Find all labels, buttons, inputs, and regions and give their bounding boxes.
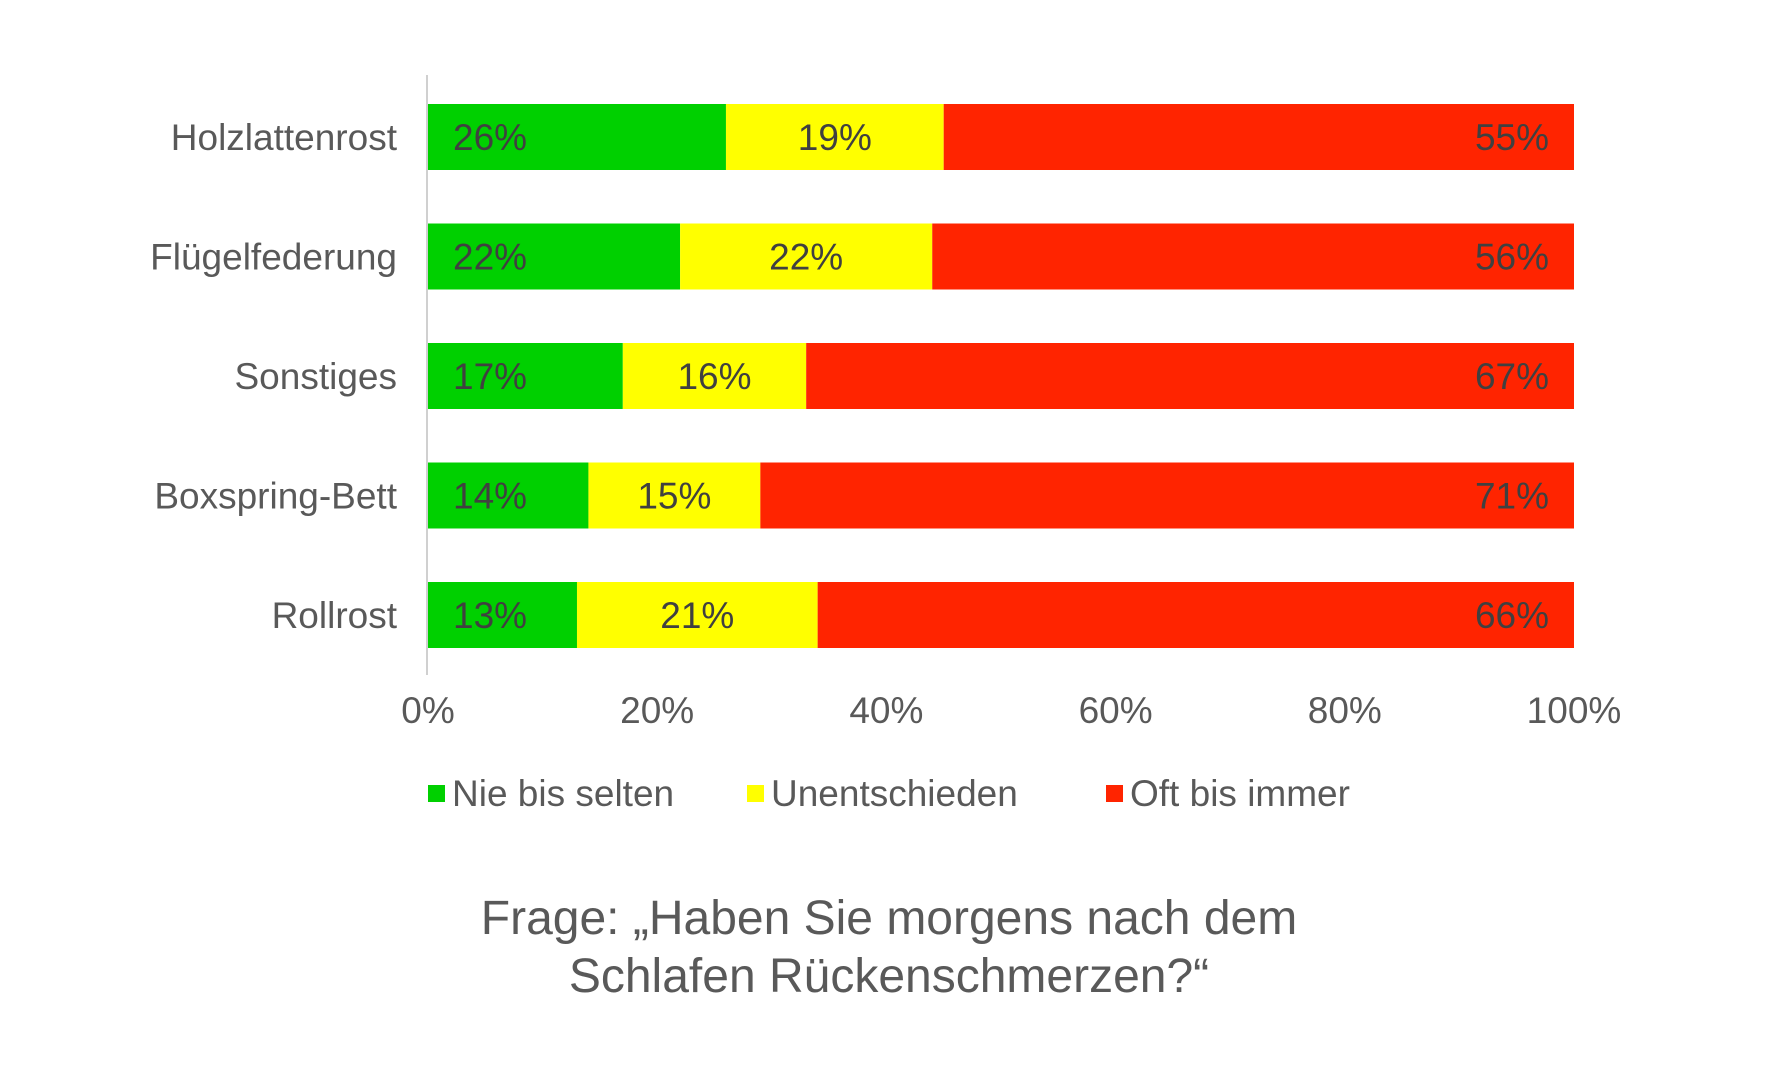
bar-segment (428, 104, 726, 170)
x-tick-label: 100% (1527, 690, 1622, 731)
bar-segment (588, 462, 761, 529)
category-label: Rollrost (272, 595, 398, 636)
bar-segment (680, 223, 933, 290)
x-tick-label: 80% (1308, 690, 1382, 731)
x-tick-label: 0% (401, 690, 454, 731)
data-label: 13% (453, 595, 527, 636)
legend-label: Oft bis immer (1130, 773, 1350, 814)
data-label: 22% (453, 237, 527, 278)
x-tick-label: 40% (849, 690, 923, 731)
data-label: 14% (453, 476, 527, 517)
bar-segment (428, 462, 589, 529)
data-label: 55% (1475, 117, 1549, 158)
data-label: 17% (453, 356, 527, 397)
data-label: 19% (798, 117, 872, 158)
category-label: Holzlattenrost (171, 117, 398, 158)
category-label: Boxspring-Bett (154, 476, 397, 517)
x-tick-label: 20% (620, 690, 694, 731)
caption-line-2: Schlafen Rückenschmerzen?“ (568, 950, 1210, 1003)
bar-segment (622, 343, 807, 409)
data-label: 66% (1475, 595, 1549, 636)
data-label: 21% (660, 595, 734, 636)
legend-swatch (428, 785, 445, 802)
data-label: 26% (453, 117, 527, 158)
legend-label: Unentschieden (771, 773, 1018, 814)
data-label: 15% (637, 476, 711, 517)
legend-swatch (747, 785, 764, 802)
question-caption: Frage: „Haben Sie morgens nach dem Schla… (0, 890, 1778, 1006)
bar-segment (932, 223, 1574, 290)
data-label: 22% (769, 237, 843, 278)
bar-segment (725, 104, 944, 170)
data-label: 71% (1475, 476, 1549, 517)
caption-line-1: Frage: „Haben Sie morgens nach dem (480, 892, 1298, 945)
bar-segment (817, 582, 1574, 648)
legend-label: Nie bis selten (452, 773, 674, 814)
category-label: Flügelfederung (150, 237, 397, 278)
bar-segment (576, 582, 818, 648)
category-label: Sonstiges (235, 356, 398, 397)
data-label: 56% (1475, 237, 1549, 278)
bar-segment (943, 104, 1574, 170)
legend-swatch (1106, 785, 1123, 802)
x-tick-label: 60% (1079, 690, 1153, 731)
bar-segment (428, 223, 681, 290)
bar-segment (428, 343, 623, 409)
data-label: 16% (677, 356, 751, 397)
bar-segment (428, 582, 577, 648)
bar-segment (806, 343, 1574, 409)
bar-segment (760, 462, 1574, 529)
data-label: 67% (1475, 356, 1549, 397)
